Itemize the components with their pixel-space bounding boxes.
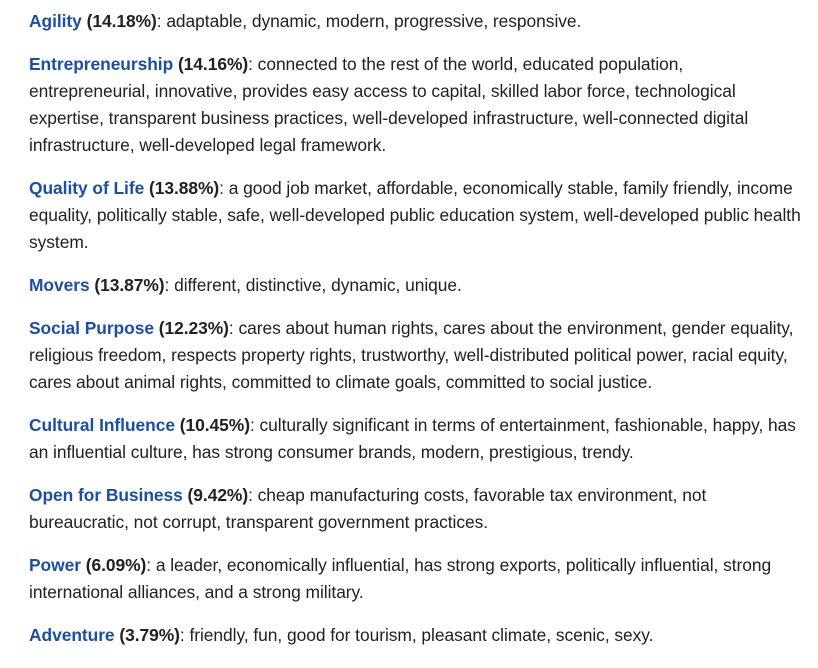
criteria-item-entrepreneurship: Entrepreneurship (14.16%): connected to … (29, 51, 808, 159)
criteria-description: : a leader, economically influential, ha… (29, 555, 772, 602)
weight-percent: (14.16%) (173, 54, 249, 74)
term-link-agility[interactable]: Agility (29, 11, 82, 31)
weight-percent: (13.88%) (144, 178, 220, 198)
criteria-description: : adaptable, dynamic, modern, progressiv… (156, 11, 582, 31)
criteria-item-quality-of-life: Quality of Life (13.88%): a good job mar… (29, 175, 808, 256)
weight-percent: (3.79%) (114, 625, 180, 645)
term-link-quality-of-life[interactable]: Quality of Life (29, 178, 145, 198)
term-link-social-purpose[interactable]: Social Purpose (29, 318, 154, 338)
term-link-movers[interactable]: Movers (29, 275, 90, 295)
weight-percent: (13.87%) (89, 275, 165, 295)
criteria-description: : friendly, fun, good for tourism, pleas… (179, 625, 654, 645)
term-link-open-for-business[interactable]: Open for Business (29, 485, 183, 505)
weight-percent: (9.42%) (182, 485, 249, 505)
weight-percent: (6.09%) (80, 555, 147, 575)
weight-percent: (14.18%) (81, 11, 157, 31)
criteria-description: : connected to the rest of the world, ed… (29, 54, 749, 155)
criteria-item-adventure: Adventure (3.79%): friendly, fun, good f… (29, 622, 808, 649)
criteria-description: : culturally significant in terms of ent… (29, 415, 796, 462)
term-link-adventure[interactable]: Adventure (29, 625, 115, 645)
criteria-item-movers: Movers (13.87%): different, distinctive,… (29, 272, 808, 299)
ranking-criteria-list: Agility (14.18%): adaptable, dynamic, mo… (29, 8, 808, 649)
criteria-description: : different, distinctive, dynamic, uniqu… (164, 275, 462, 295)
term-link-power[interactable]: Power (29, 555, 81, 575)
weight-percent: (12.23%) (153, 318, 229, 338)
term-link-entrepreneurship[interactable]: Entrepreneurship (29, 54, 174, 74)
criteria-item-social-purpose: Social Purpose (12.23%): cares about hum… (29, 315, 808, 396)
criteria-item-power: Power (6.09%): a leader, economically in… (29, 552, 808, 606)
criteria-description: : cares about human rights, cares about … (29, 318, 794, 392)
term-link-cultural-influence[interactable]: Cultural Influence (29, 415, 175, 435)
criteria-item-agility: Agility (14.18%): adaptable, dynamic, mo… (29, 8, 808, 35)
criteria-description: : cheap manufacturing costs, favorable t… (29, 485, 707, 532)
criteria-item-cultural-influence: Cultural Influence (10.45%): culturally … (29, 412, 808, 466)
weight-percent: (10.45%) (174, 415, 250, 435)
criteria-description: : a good job market, affordable, economi… (29, 178, 801, 252)
criteria-item-open-for-business: Open for Business (9.42%): cheap manufac… (29, 482, 808, 536)
